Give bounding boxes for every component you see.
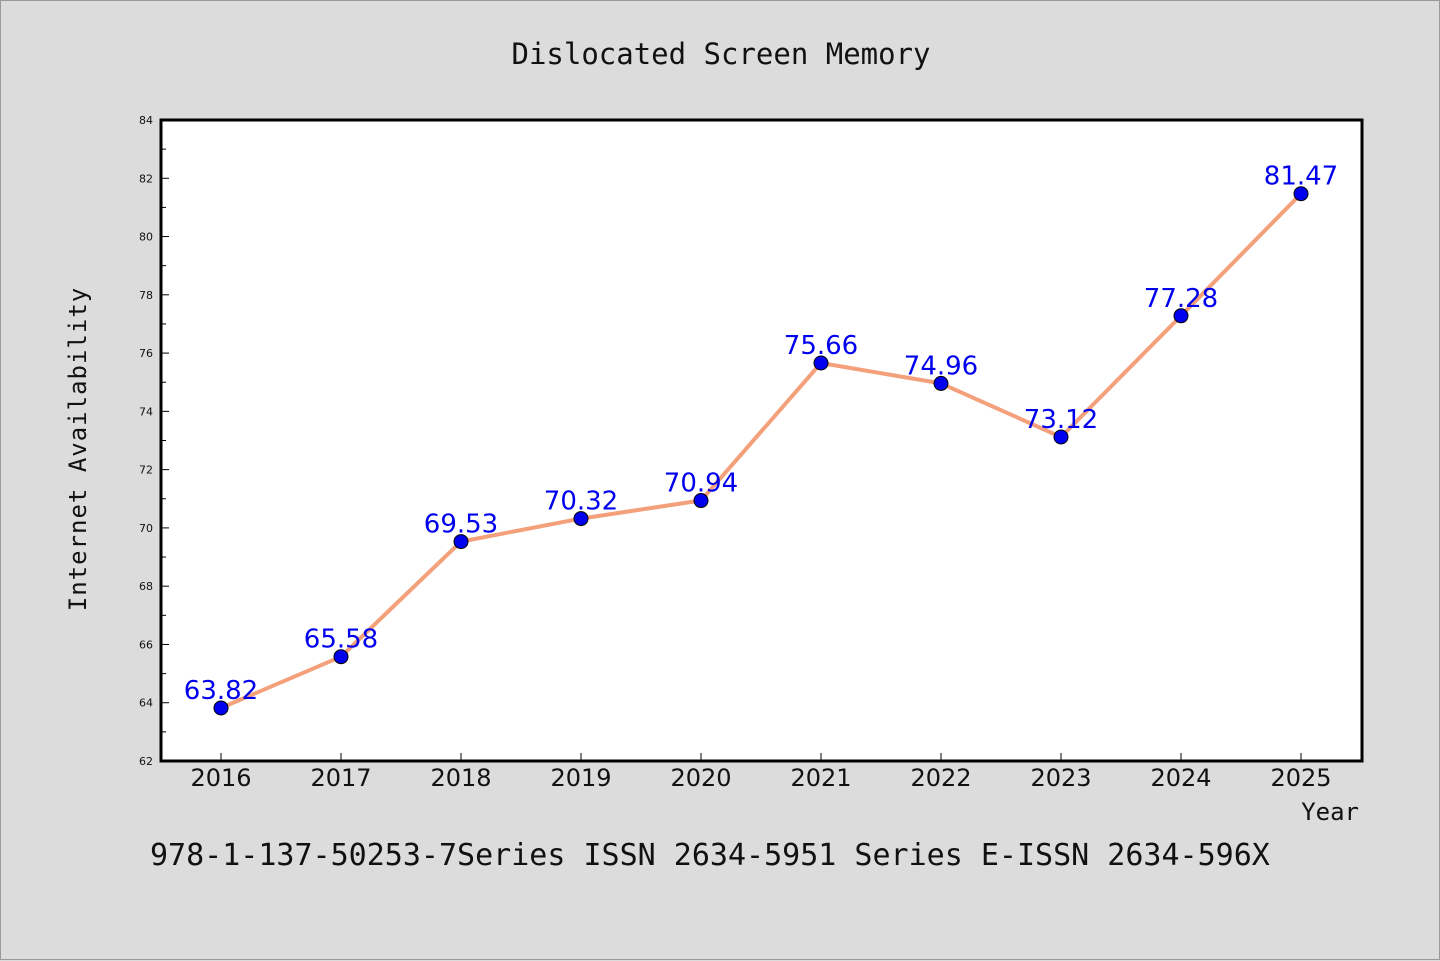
data-labels: 63.82 65.58 69.53 70.32 70.94 75.66 74.96 73.12… xyxy=(184,162,1338,706)
data-point-marker xyxy=(1053,429,1069,445)
chart-title: Dislocated Screen Memory xyxy=(511,37,930,71)
y-tick-label: 70 xyxy=(139,522,153,535)
data-label: 74.96 xyxy=(904,351,978,381)
footer-text: 978-1-137-50253-7Series ISSN 2634-5951 S… xyxy=(150,838,1270,873)
y-tick-label: 72 xyxy=(139,464,153,477)
data-point-marker xyxy=(693,493,709,509)
data-label: 69.53 xyxy=(424,510,498,540)
x-tick-label: 2022 xyxy=(910,764,971,792)
y-tick-label: 80 xyxy=(139,231,153,244)
x-tick-label: 2016 xyxy=(190,764,251,792)
x-tick-label: 2020 xyxy=(670,764,731,792)
x-tick-label: 2021 xyxy=(790,764,851,792)
y-tick-label: 74 xyxy=(139,405,153,418)
y-tick-label: 64 xyxy=(139,697,153,710)
x-axis-label: Year xyxy=(1301,798,1359,826)
series-markers xyxy=(213,186,1309,716)
y-tick-label: 62 xyxy=(139,755,153,768)
x-tick-label: 2025 xyxy=(1270,764,1331,792)
data-label: 77.28 xyxy=(1144,284,1218,314)
y-axis: 62 64 66 68 70 72 74 76 78 80 82 84 xyxy=(139,114,169,768)
x-tick-label: 2019 xyxy=(550,764,611,792)
y-tick-label: 78 xyxy=(139,289,153,302)
data-point-marker xyxy=(213,700,229,716)
data-point-marker xyxy=(573,511,589,527)
data-label: 70.32 xyxy=(544,487,618,517)
data-point-marker xyxy=(1293,186,1309,202)
data-point-marker xyxy=(453,534,469,550)
y-axis-label: Internet Availability xyxy=(64,287,92,611)
x-tick-label: 2024 xyxy=(1150,764,1211,792)
data-point-marker xyxy=(1173,308,1189,324)
x-tick-label: 2023 xyxy=(1030,764,1091,792)
series-line xyxy=(220,192,1303,710)
x-tick-label: 2017 xyxy=(310,764,371,792)
y-tick-label: 68 xyxy=(139,580,153,593)
data-label: 63.82 xyxy=(184,676,258,706)
data-point-marker xyxy=(333,649,349,665)
data-label: 70.94 xyxy=(664,469,738,499)
data-point-marker xyxy=(813,355,829,371)
y-tick-label: 76 xyxy=(139,347,153,360)
x-axis: 2016 2017 2018 2019 2020 2021 2022 2023 2024 2025 xyxy=(190,753,1332,792)
y-tick-label: 66 xyxy=(139,638,153,651)
data-label: 81.47 xyxy=(1264,162,1338,192)
data-label: 73.12 xyxy=(1024,405,1098,435)
data-point-marker xyxy=(933,375,949,391)
y-tick-label: 82 xyxy=(139,172,153,185)
plot-area xyxy=(159,118,1364,763)
y-tick-label: 84 xyxy=(139,114,153,127)
data-label: 65.58 xyxy=(304,625,378,655)
x-tick-label: 2018 xyxy=(430,764,491,792)
data-label: 75.66 xyxy=(784,331,858,361)
